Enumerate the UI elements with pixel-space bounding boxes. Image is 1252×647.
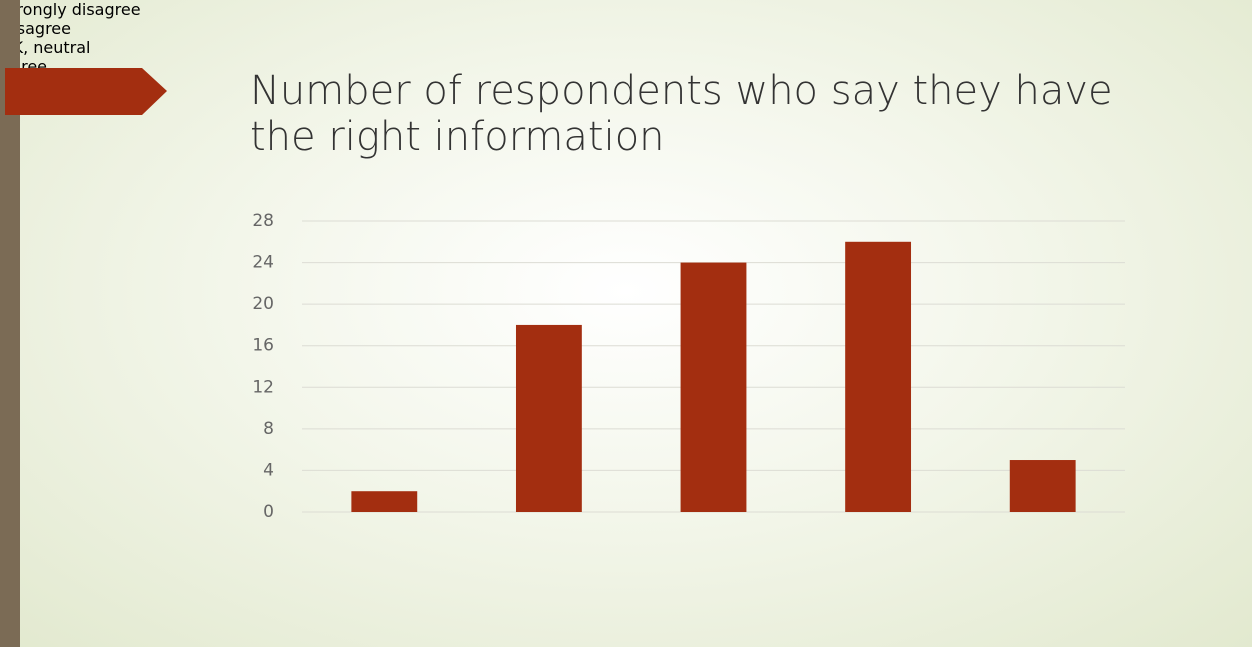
y-tick-label: 4 [263,460,274,480]
chart-title: Number of respondents who say they have … [250,68,1113,160]
bar [680,262,747,512]
x-tick-label: Strongly disagree [0,0,141,19]
y-tick-label: 24 [252,253,274,273]
arrow-accent [5,68,167,115]
bar [515,324,582,512]
bar [351,491,418,512]
bar [845,241,912,513]
y-tick-label: 20 [252,294,274,314]
y-tick-label: 0 [263,502,274,522]
bar [1009,460,1076,512]
y-tick-label: 16 [252,336,274,356]
x-tick-label: OK, neutral [0,38,91,57]
y-tick-label: 8 [263,419,274,439]
side-bar [0,0,20,647]
y-tick-label: 28 [252,211,274,231]
y-tick-label: 12 [252,377,274,397]
